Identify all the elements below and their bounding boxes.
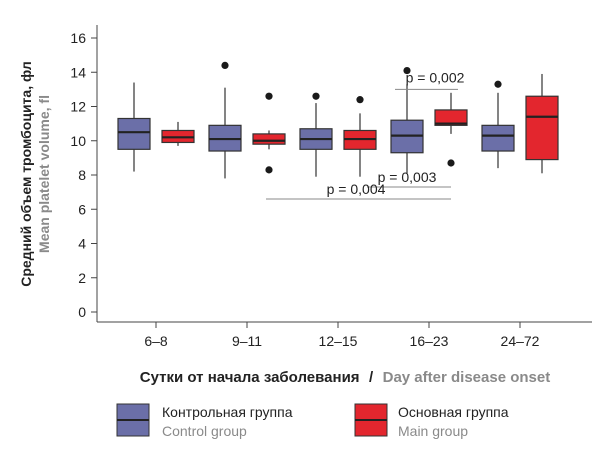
y-tick-label: 6 (78, 201, 86, 217)
y-ticks: 0 2 4 6 8 10 12 14 16 (70, 30, 97, 320)
y-tick-label: 16 (70, 30, 86, 46)
main-box-1 (252, 92, 286, 174)
x-axis-title-en: Day after disease onset (383, 369, 551, 386)
box-iqr (252, 133, 286, 145)
x-tick-label: 9–11 (232, 333, 262, 349)
x-tick-label: 24–72 (501, 333, 540, 349)
outlier-point (221, 61, 229, 69)
box-iqr (525, 95, 559, 161)
y-tick-label: 2 (78, 270, 86, 286)
legend-label-main-ru: Основная группа (398, 404, 509, 420)
x-tick-label: 12–15 (319, 333, 358, 349)
x-axis-title-separator: / (369, 369, 374, 386)
main-box-4 (525, 73, 559, 174)
x-axis-title: Сутки от начала заболевания / Day after … (140, 369, 550, 386)
outlier-point (494, 80, 502, 88)
y-tick-label: 12 (70, 99, 86, 115)
legend-item-main: Основная группа Main group (354, 403, 509, 439)
y-tick-label: 4 (78, 236, 86, 252)
legend-label-main-en: Main group (398, 423, 468, 439)
p-value-label: p = 0,003 (378, 169, 437, 185)
control-box-2 (299, 92, 333, 177)
outlier-point (265, 166, 273, 174)
y-tick-label: 8 (78, 167, 86, 183)
y-tick-label: 10 (70, 133, 86, 149)
x-tick-label: 16–23 (410, 333, 449, 349)
main-box-0 (161, 121, 195, 146)
main-box-3 (434, 92, 468, 167)
outlier-point (312, 92, 320, 100)
legend-item-control: Контрольная группа Control group (116, 403, 293, 439)
legend-label-control-en: Control group (162, 423, 247, 439)
outlier-point (403, 66, 411, 75)
boxes (117, 61, 559, 179)
control-box-4 (481, 80, 515, 169)
legend: Контрольная группа Control group Основна… (116, 403, 509, 439)
y-axis-title-ru: Средний объем тромбоцита, фл (18, 61, 34, 287)
box-iqr (117, 117, 151, 150)
legend-label-control-ru: Контрольная группа (162, 404, 293, 420)
y-tick-label: 14 (70, 64, 86, 80)
y-tick-label: 0 (78, 304, 86, 320)
outlier-point (356, 96, 364, 104)
control-box-0 (117, 82, 151, 172)
control-box-1 (208, 61, 242, 179)
outlier-point (447, 159, 455, 167)
box-iqr (481, 124, 515, 152)
x-axis-title-ru: Сутки от начала заболевания (140, 369, 360, 386)
p-value-label: p = 0,002 (406, 69, 465, 85)
y-axis-title-en: Mean platelet volume, fl (36, 95, 52, 253)
x-tick-label: 6–8 (144, 333, 168, 349)
control-box-3 (390, 66, 424, 174)
main-box-2 (343, 96, 377, 177)
x-ticks: 6–8 9–11 12–15 16–23 24–72 (144, 322, 540, 349)
box-iqr (434, 109, 468, 126)
outlier-point (265, 92, 273, 100)
p-value-label: p = 0,004 (327, 181, 386, 197)
